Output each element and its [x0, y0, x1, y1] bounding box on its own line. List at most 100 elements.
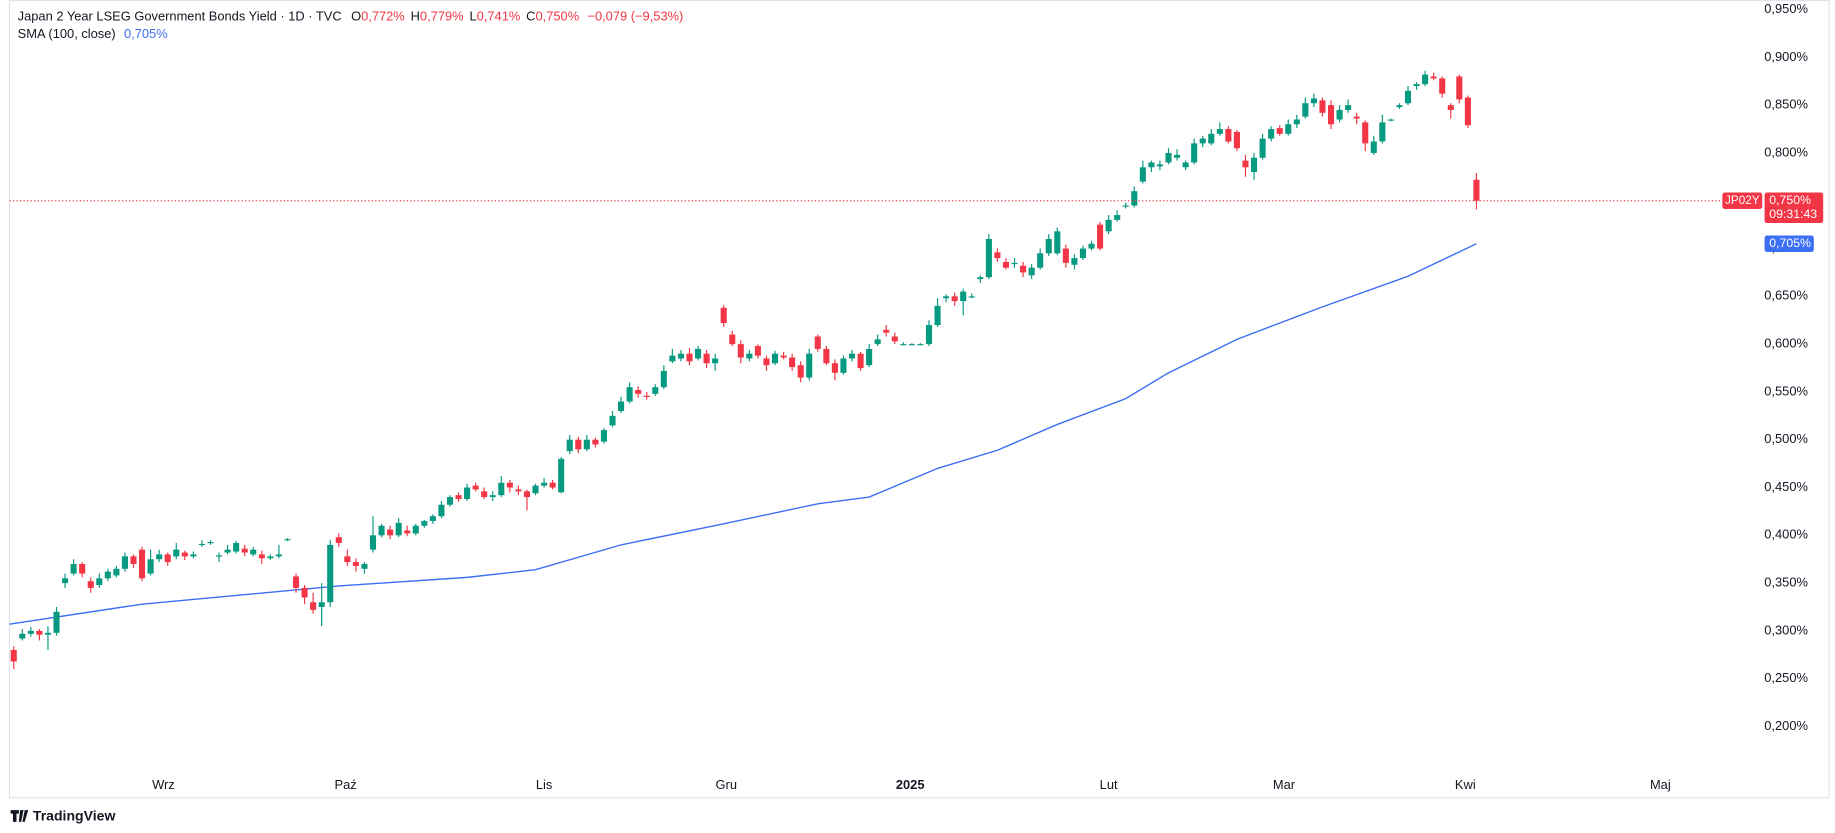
candle-body	[1285, 124, 1292, 134]
candle-body	[1336, 109, 1343, 120]
candle-body	[1319, 100, 1326, 113]
plot-area	[9, 70, 1759, 670]
candle-body	[156, 554, 163, 560]
ohlc: O0,772% H0,779% L0,741% C0,750%	[351, 9, 579, 24]
ohlc-key: O	[351, 9, 361, 24]
candle-body	[190, 554, 197, 557]
candle-body	[1302, 103, 1309, 117]
candle-body	[250, 549, 257, 555]
candle-body	[369, 535, 377, 550]
candle-body	[763, 358, 770, 366]
candle-body	[1045, 238, 1052, 254]
y-tick-label: 0,850%	[1764, 97, 1808, 112]
candle-body	[318, 602, 325, 608]
candle-body	[840, 358, 847, 373]
countdown-label: 09:31:43	[1769, 207, 1817, 221]
y-tick-label: 0,450%	[1764, 479, 1808, 494]
candle-body	[267, 556, 274, 559]
candle-body	[198, 543, 205, 546]
candle-body	[917, 344, 924, 346]
candle-body	[908, 344, 915, 346]
candle-body	[96, 578, 103, 586]
y-tick-label: 0,200%	[1764, 718, 1808, 733]
candle-body	[754, 346, 761, 356]
candle-body	[1353, 116, 1360, 119]
candle-body	[147, 559, 154, 574]
indicator-line: SMA (100, close) 0,705%	[18, 27, 168, 42]
candle-body	[292, 576, 300, 588]
candle-body	[729, 334, 736, 345]
candle-body	[87, 581, 94, 588]
indicator-name: SMA (100, close)	[18, 27, 116, 42]
candle-body	[446, 497, 454, 505]
sma-badge	[1764, 235, 1814, 252]
candle-body	[1370, 141, 1377, 153]
candle-body	[925, 325, 933, 345]
candle-body	[1456, 76, 1463, 100]
y-tick-label: 0,800%	[1764, 144, 1808, 159]
candle-body	[1191, 143, 1198, 163]
x-tick-label: Wrz	[152, 777, 175, 792]
ohlc-key: H	[411, 9, 420, 24]
candle-body	[994, 252, 1001, 259]
candle-body	[1379, 122, 1386, 142]
candle-body	[1028, 267, 1035, 276]
candle-body	[592, 439, 599, 445]
candle-body	[1139, 167, 1146, 182]
candle-body	[1464, 97, 1471, 126]
x-tick-label: Kwi	[1455, 777, 1476, 792]
candle-body	[891, 336, 898, 342]
candle-body	[70, 563, 77, 574]
x-tick-label: Maj	[1650, 777, 1671, 792]
y-tick-label: 0,250%	[1764, 670, 1808, 685]
ohlc-key: C	[526, 9, 535, 24]
candle-body	[977, 277, 984, 280]
candle-body	[1088, 243, 1095, 249]
candle-body	[789, 357, 796, 368]
candle-body	[1345, 105, 1352, 110]
candle-body	[712, 358, 719, 364]
candle-body	[301, 587, 308, 598]
candle-body	[27, 630, 34, 634]
candle-body	[1148, 162, 1155, 168]
candle-body	[686, 353, 693, 362]
candle-body	[429, 516, 436, 521]
candle-body	[575, 439, 582, 450]
candle-body	[1387, 119, 1394, 121]
candle-body	[181, 552, 188, 557]
candle-body	[1097, 224, 1104, 249]
candle-body	[1276, 128, 1283, 134]
candle-body	[1208, 133, 1215, 144]
sma-line	[9, 243, 1477, 625]
candle-body	[1293, 119, 1300, 125]
candle-body	[130, 556, 137, 564]
candle-body	[164, 554, 171, 563]
candle-body	[746, 353, 753, 359]
candle-body	[1054, 231, 1061, 254]
candle-body	[1413, 84, 1420, 87]
candle-body	[1122, 205, 1129, 207]
candle-body	[139, 549, 146, 579]
candle-body	[464, 487, 471, 499]
y-tick-label: 0,500%	[1764, 431, 1808, 446]
y-tick-label: 0,300%	[1764, 622, 1808, 637]
candle-body	[652, 387, 659, 394]
candle-body	[215, 555, 223, 557]
candle-body	[1422, 74, 1429, 85]
candle-body	[600, 430, 607, 442]
candle-body	[626, 387, 633, 402]
y-tick-label: 0,900%	[1764, 49, 1808, 64]
candle-body	[455, 495, 462, 499]
y-tick-label: 0,950%	[1764, 1, 1808, 16]
candle-body	[481, 491, 488, 498]
y-tick-label: 0,600%	[1764, 336, 1808, 351]
candle-body	[241, 548, 248, 553]
candle-body	[1020, 265, 1027, 273]
candle-body	[1079, 248, 1087, 259]
candle-body	[960, 291, 967, 302]
candle-body	[1396, 105, 1403, 108]
candle-body	[1199, 138, 1206, 144]
candle-body	[1447, 105, 1454, 110]
candle-body	[327, 544, 334, 603]
